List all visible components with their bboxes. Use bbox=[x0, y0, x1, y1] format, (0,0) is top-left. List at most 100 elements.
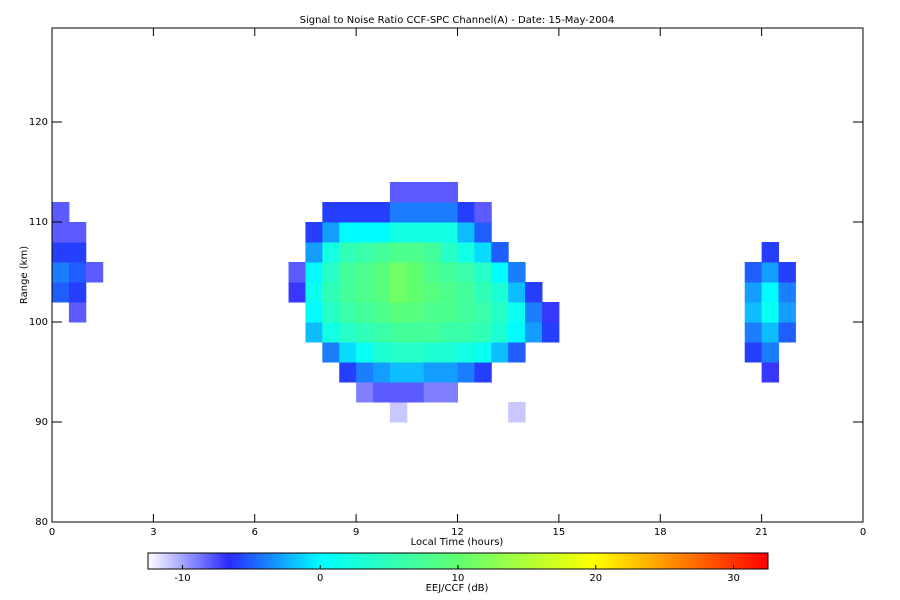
heatmap-cell bbox=[440, 362, 458, 383]
heatmap-cell bbox=[406, 182, 425, 203]
x-tick-label: 0 bbox=[860, 527, 866, 538]
heatmap-cell bbox=[423, 382, 442, 403]
heatmap-cell bbox=[373, 202, 391, 223]
heatmap-cell bbox=[744, 302, 763, 323]
heatmap-cell bbox=[356, 242, 374, 263]
heatmap-cell bbox=[491, 322, 509, 343]
heatmap-cell bbox=[339, 242, 357, 263]
heatmap-cell bbox=[305, 262, 323, 283]
heatmap-cell bbox=[474, 362, 492, 383]
heatmap-cell bbox=[744, 262, 763, 283]
heatmap-cell bbox=[761, 262, 780, 283]
heatmap-cell bbox=[356, 222, 374, 243]
heatmap-cell bbox=[389, 182, 408, 203]
colorbar-tick-label: 30 bbox=[727, 573, 740, 584]
heatmap-cell bbox=[339, 222, 357, 243]
heatmap-cell bbox=[406, 242, 425, 263]
heatmap-cell bbox=[52, 282, 70, 303]
heatmap-cell bbox=[356, 322, 374, 343]
heatmap-cell bbox=[305, 322, 323, 343]
heatmap-cell bbox=[288, 282, 306, 303]
heatmap-cell bbox=[457, 282, 475, 303]
heatmap-cell bbox=[356, 262, 374, 283]
heatmap-cell bbox=[440, 262, 458, 283]
heatmap-cell bbox=[423, 262, 442, 283]
heatmap-cell bbox=[508, 322, 526, 343]
heatmap-cell bbox=[440, 222, 458, 243]
heatmap-cell bbox=[373, 322, 391, 343]
heatmap-cell bbox=[305, 302, 323, 323]
heatmap-cell bbox=[339, 322, 357, 343]
heatmap-cell bbox=[406, 322, 425, 343]
heatmap-cell bbox=[440, 322, 458, 343]
heatmap-cell bbox=[491, 302, 509, 323]
heatmap-cell bbox=[423, 342, 442, 363]
y-tick-label: 110 bbox=[29, 217, 48, 228]
heatmap-cell bbox=[406, 202, 425, 223]
y-tick-label: 100 bbox=[29, 317, 48, 328]
heatmap-cell bbox=[322, 282, 340, 303]
heatmap-cell bbox=[389, 322, 408, 343]
heatmap-cell bbox=[356, 302, 374, 323]
heatmap-cell bbox=[457, 262, 475, 283]
heatmap-cell bbox=[744, 322, 763, 343]
heatmap-cell bbox=[406, 362, 425, 383]
heatmap-cell bbox=[423, 362, 442, 383]
heatmap-cell bbox=[389, 342, 408, 363]
heatmap-cell bbox=[491, 242, 509, 263]
heatmap-cell bbox=[339, 302, 357, 323]
heatmap-cell bbox=[474, 342, 492, 363]
heatmap-cell bbox=[457, 342, 475, 363]
heatmap-cell bbox=[406, 282, 425, 303]
heatmap-cell bbox=[322, 302, 340, 323]
heatmap-cell bbox=[423, 302, 442, 323]
heatmap-cell bbox=[52, 222, 70, 243]
heatmap-cell bbox=[525, 322, 543, 343]
x-tick-label: 18 bbox=[654, 527, 667, 538]
colorbar-label: EEJ/CCF (dB) bbox=[426, 583, 489, 594]
heatmap-cell bbox=[423, 282, 442, 303]
heatmap-cell bbox=[373, 302, 391, 323]
heatmap-cell bbox=[508, 302, 526, 323]
heatmap-cell bbox=[356, 362, 374, 383]
heatmap-cell bbox=[761, 362, 780, 383]
x-tick-label: 12 bbox=[451, 527, 464, 538]
heatmap-cell bbox=[322, 242, 340, 263]
heatmap-cell bbox=[373, 362, 391, 383]
heatmap-cell bbox=[761, 322, 780, 343]
heatmap-cell bbox=[406, 262, 425, 283]
heatmap-cell bbox=[339, 262, 357, 283]
heatmap-cell bbox=[389, 282, 408, 303]
heatmap-cell bbox=[778, 302, 796, 323]
heatmap-cell bbox=[339, 342, 357, 363]
heatmap-cell bbox=[474, 242, 492, 263]
heatmap-cell bbox=[373, 342, 391, 363]
heatmap-cell bbox=[508, 262, 526, 283]
heatmap-cell bbox=[761, 342, 780, 363]
heatmap-cell bbox=[744, 342, 763, 363]
chart-title: Signal to Noise Ratio CCF-SPC Channel(A)… bbox=[300, 15, 615, 26]
heatmap-cell bbox=[457, 242, 475, 263]
heatmap-cell bbox=[474, 222, 492, 243]
heatmap-cell bbox=[322, 262, 340, 283]
heatmap-cell bbox=[339, 202, 357, 223]
heatmap-cell bbox=[373, 222, 391, 243]
heatmap-cell bbox=[440, 182, 458, 203]
heatmap-cell bbox=[389, 382, 408, 403]
heatmap-cell bbox=[440, 342, 458, 363]
heatmap-cell bbox=[389, 262, 408, 283]
heatmap-cell bbox=[778, 282, 796, 303]
heatmap-cell bbox=[761, 282, 780, 303]
heatmap-cell bbox=[457, 302, 475, 323]
heatmap-cell bbox=[68, 262, 87, 283]
heatmap-cell bbox=[373, 282, 391, 303]
heatmap-cell bbox=[761, 302, 780, 323]
heatmap-cell bbox=[508, 282, 526, 303]
colorbar-tick-label: 0 bbox=[317, 573, 323, 584]
x-tick-label: 9 bbox=[353, 527, 359, 538]
heatmap-cell bbox=[322, 322, 340, 343]
heatmap-cell bbox=[541, 302, 560, 323]
heatmap-cell bbox=[356, 282, 374, 303]
heatmap-cell bbox=[491, 262, 509, 283]
